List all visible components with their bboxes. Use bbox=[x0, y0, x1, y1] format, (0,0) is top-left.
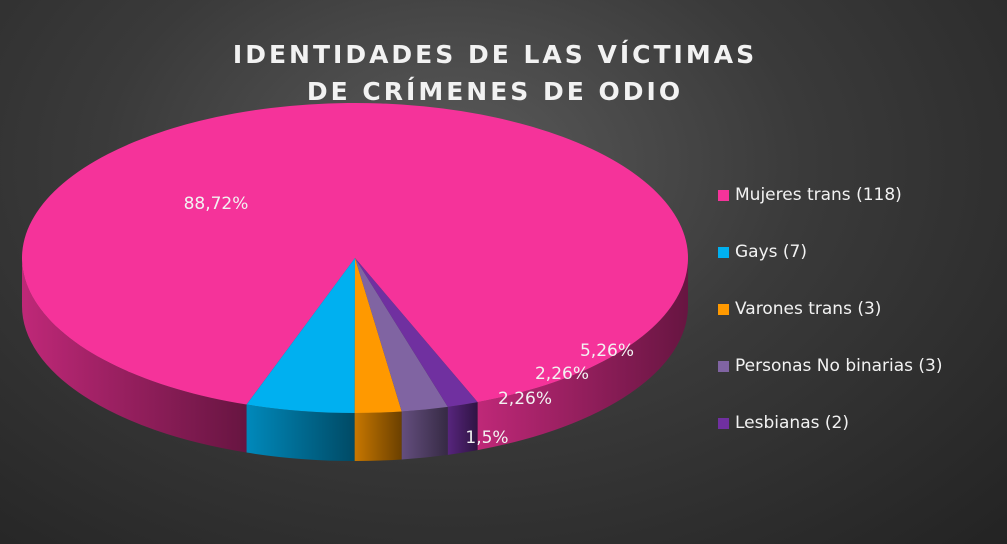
data-label-2: 2,26% bbox=[535, 364, 589, 384]
pie-side-3 bbox=[401, 406, 448, 460]
chart-title-line-2: DE CRÍMENES DE ODIO bbox=[306, 77, 684, 106]
pie-slice-3 bbox=[355, 258, 448, 412]
data-label-0: 88,72% bbox=[184, 194, 249, 214]
pie-side-2 bbox=[354, 411, 402, 462]
pie-side-0 bbox=[477, 258, 688, 451]
legend-label: Personas No binarias (3) bbox=[735, 356, 943, 376]
legend-item: Mujeres trans (118) bbox=[718, 180, 943, 210]
legend-label: Gays (7) bbox=[735, 242, 807, 262]
pie-slice-1 bbox=[246, 258, 355, 413]
legend-item: Varones trans (3) bbox=[718, 294, 943, 324]
pie-slice-4 bbox=[355, 258, 478, 407]
legend-swatch bbox=[718, 189, 729, 201]
pie-top bbox=[22, 103, 689, 413]
data-label-3: 2,26% bbox=[498, 389, 552, 409]
pie-side-1 bbox=[246, 404, 355, 461]
chart-title-line-1: IDENTIDADES DE LAS VÍCTIMAS bbox=[232, 40, 758, 69]
legend-swatch bbox=[718, 417, 729, 429]
pie-side-0 bbox=[22, 258, 247, 453]
pie-slice-0 bbox=[22, 103, 689, 405]
chart-legend: Mujeres trans (118) Gays (7) Varones trans… bbox=[718, 180, 943, 465]
legend-item: Gays (7) bbox=[718, 237, 943, 267]
pie-side-4 bbox=[447, 402, 478, 455]
legend-label: Mujeres trans (118) bbox=[735, 185, 902, 205]
legend-label: Varones trans (3) bbox=[735, 299, 882, 319]
data-label-4: 1,5% bbox=[465, 428, 508, 448]
data-label-1: 5,26% bbox=[580, 341, 634, 361]
pie-slice-2 bbox=[354, 258, 402, 413]
legend-item: Personas No binarias (3) bbox=[718, 351, 943, 381]
legend-label: Lesbianas (2) bbox=[735, 413, 849, 433]
legend-swatch bbox=[718, 246, 729, 258]
legend-item: Lesbianas (2) bbox=[718, 408, 943, 438]
legend-swatch bbox=[718, 360, 729, 372]
legend-swatch bbox=[718, 303, 729, 315]
pie-sides bbox=[22, 258, 688, 462]
